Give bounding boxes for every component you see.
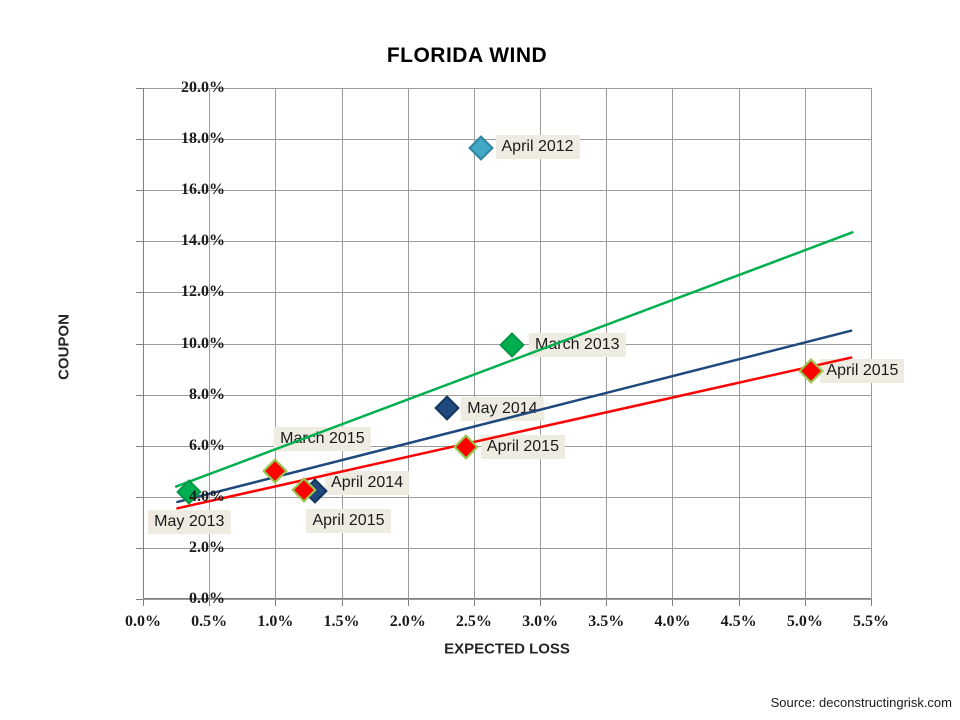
x-axis-tick — [341, 599, 343, 606]
y-axis-tick — [136, 599, 143, 600]
x-axis-tick — [871, 599, 872, 606]
y-tick-label: 2.0% — [189, 538, 225, 556]
y-gridline — [143, 496, 871, 498]
y-axis-tick — [136, 292, 143, 294]
x-tick-label: 4.0% — [654, 613, 691, 630]
x-axis-tick — [143, 599, 144, 606]
x-axis-tick — [407, 599, 409, 606]
green-trend-line — [174, 231, 854, 488]
source-note: Source: deconstructingrisk.com — [770, 695, 952, 710]
x-axis-tick — [738, 599, 740, 606]
y-tick-label: 20.0% — [181, 79, 225, 96]
y-gridline — [143, 292, 871, 294]
y-tick-label: 0.0% — [189, 590, 225, 607]
trend-lines-layer — [174, 231, 854, 510]
x-tick-label: 2.0% — [389, 613, 426, 630]
data-point-label-may-2013-0: May 2013 — [148, 509, 231, 534]
x-axis-line — [143, 598, 871, 599]
x-axis-tick — [672, 599, 674, 606]
x-axis-tick — [473, 599, 475, 606]
y-axis-line — [143, 88, 144, 599]
data-point-label-may-2014-5: May 2014 — [461, 396, 544, 421]
y-axis-tick — [136, 241, 143, 243]
y-axis-tick — [136, 88, 143, 89]
navy-trend-line — [176, 329, 853, 504]
x-tick-label: 0.0% — [125, 613, 161, 630]
y-gridline — [143, 88, 871, 89]
y-gridline — [143, 190, 871, 192]
x-axis-tick — [540, 599, 542, 606]
y-axis-tick — [136, 394, 143, 396]
x-tick-label: 5.5% — [853, 613, 889, 630]
y-tick-label: 12.0% — [181, 283, 225, 301]
y-tick-label: 14.0% — [181, 232, 225, 250]
red-trend-line — [176, 356, 853, 510]
x-tick-label: 2.5% — [455, 613, 492, 630]
y-gridline — [143, 241, 871, 243]
y-axis-title: COUPON — [55, 314, 73, 380]
y-tick-label: 16.0% — [181, 181, 225, 199]
x-axis-tick — [275, 599, 277, 606]
y-gridline — [143, 547, 871, 549]
y-axis-tick — [136, 547, 143, 549]
plot-area: May 2013 March 2015 April 2014 April 2015 Ap… — [136, 88, 905, 606]
y-tick-label: 8.0% — [189, 385, 225, 403]
data-point-label-april-2014-2: April 2014 — [325, 471, 410, 496]
data-point-label-april-2015-3: April 2015 — [306, 508, 391, 533]
y-axis-tick — [136, 343, 143, 345]
y-axis-tick — [136, 190, 143, 192]
y-axis-tick — [136, 445, 143, 447]
y-axis-tick — [136, 139, 143, 141]
x-axis-tick — [804, 599, 806, 606]
data-point-label-april-2015-4: April 2015 — [480, 434, 565, 459]
y-tick-label: 18.0% — [181, 130, 225, 148]
x-gridline — [871, 88, 872, 599]
x-tick-label: 5.0% — [786, 613, 823, 630]
x-tick-label: 1.0% — [257, 613, 294, 630]
x-tick-label: 0.5% — [191, 613, 228, 630]
x-axis-tick — [209, 599, 211, 606]
data-point-label-april-2015-8: April 2015 — [820, 359, 905, 384]
y-gridline — [143, 599, 871, 600]
x-tick-label: 3.5% — [588, 613, 625, 630]
y-gridline — [143, 394, 871, 396]
x-axis-title: EXPECTED LOSS — [444, 640, 570, 658]
y-tick-label: 10.0% — [181, 334, 225, 352]
chart-title: FLORIDA WIND — [386, 44, 548, 67]
x-tick-label: 3.0% — [522, 613, 559, 630]
data-point-label-april-2012-7: April 2012 — [495, 135, 580, 160]
y-axis-tick — [136, 496, 143, 498]
y-tick-label: 4.0% — [189, 487, 225, 505]
y-tick-label: 6.0% — [189, 436, 225, 454]
x-tick-label: 4.5% — [720, 613, 757, 630]
x-tick-label: 1.5% — [323, 613, 360, 630]
x-axis-tick — [606, 599, 608, 606]
